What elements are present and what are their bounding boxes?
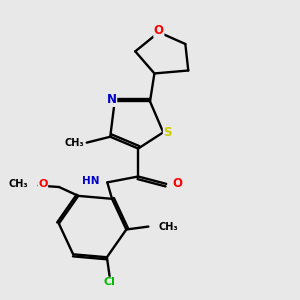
Text: HN: HN bbox=[82, 176, 100, 186]
Text: Cl: Cl bbox=[104, 277, 116, 287]
Text: O: O bbox=[172, 177, 182, 190]
Text: N: N bbox=[107, 93, 117, 106]
Text: O: O bbox=[154, 24, 164, 37]
Text: CH₃: CH₃ bbox=[64, 138, 84, 148]
Text: S: S bbox=[164, 126, 172, 139]
Text: CH₃: CH₃ bbox=[9, 179, 28, 189]
Text: O: O bbox=[38, 179, 48, 189]
Text: CH₃: CH₃ bbox=[159, 222, 178, 232]
